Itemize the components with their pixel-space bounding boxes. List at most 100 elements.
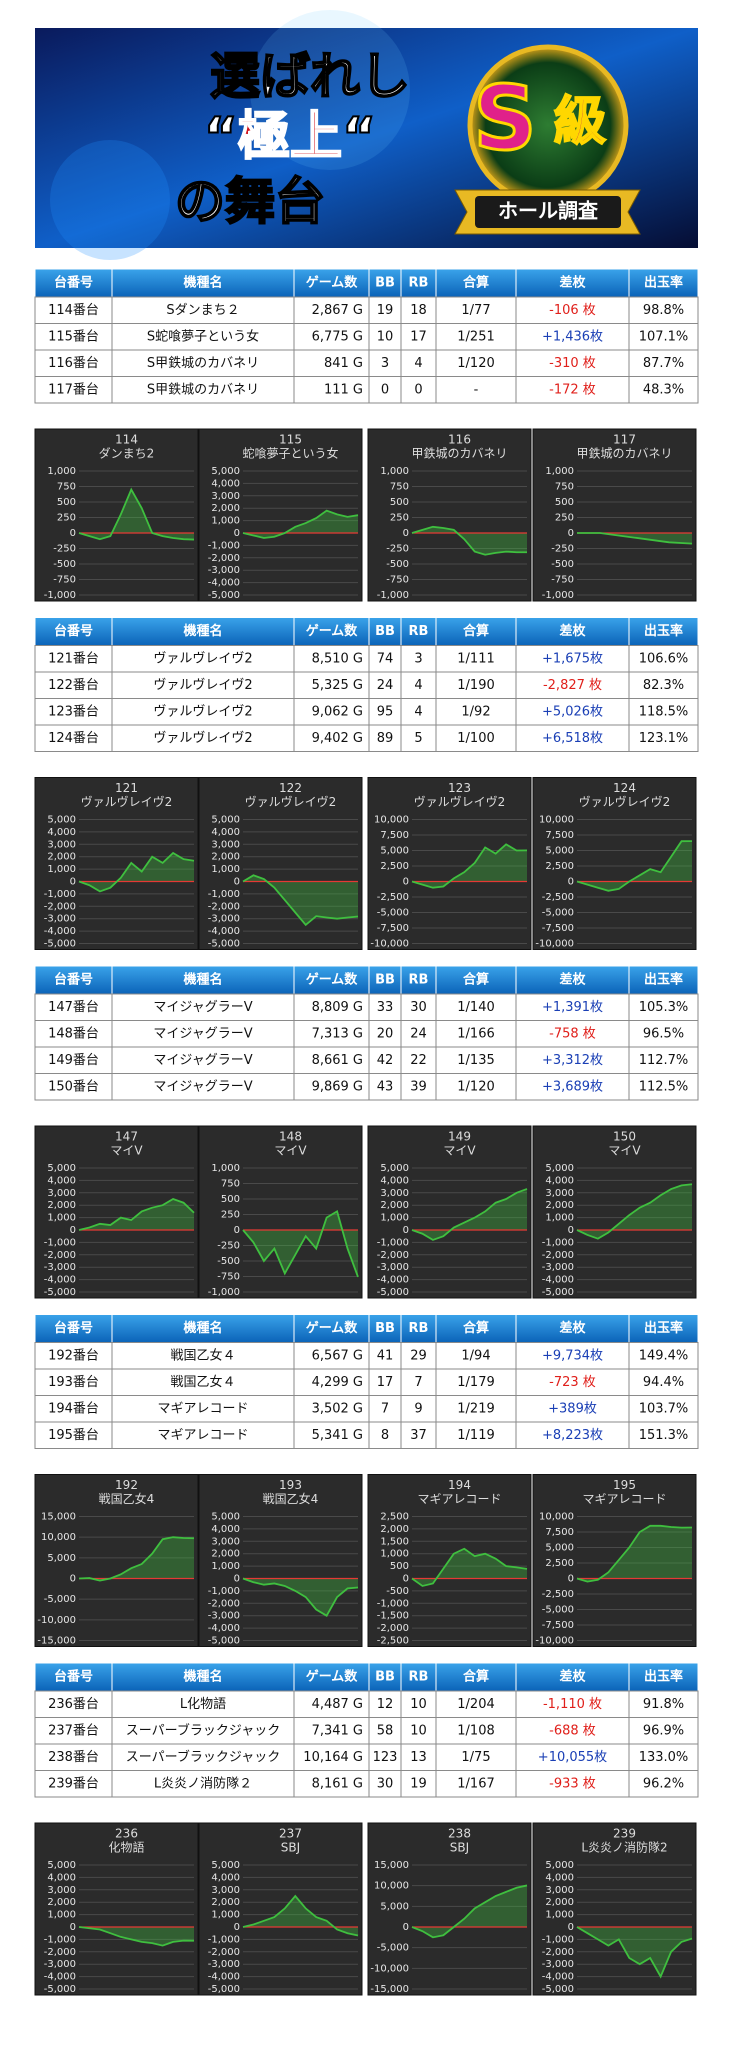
cell-text: ヴァルヴレイヴ2 [153,650,252,666]
cell-text: 117番台 [48,382,99,397]
table-cell [435,724,517,752]
y-tick-label: 4,000 [211,1872,240,1883]
cell-text: 1/204 [457,1697,494,1712]
header-cell [435,1662,517,1692]
table-cell [400,724,437,752]
y-tick-label: 1,000 [545,1910,574,1921]
y-tick-label: 0 [568,528,574,539]
y-tick-label: 0 [403,528,409,539]
header-cell [34,617,113,646]
cell-text: 17 [377,1375,394,1390]
chart-panel [198,1822,363,1996]
table-cell [368,724,402,752]
header-cell [293,1662,370,1692]
cell-text: -2,827 枚 [543,678,602,693]
cell-text: 20 [377,1026,394,1041]
y-tick-label: -1,000 [377,1237,409,1248]
cell-text: 13 [410,1750,427,1765]
y-tick-label: -2,000 [208,1598,240,1609]
y-tick-label: 2,000 [211,852,240,863]
y-tick-label: -4,000 [208,926,240,937]
y-tick-label: 15,000 [41,1512,76,1523]
table-cell [111,1421,295,1449]
cell-text: 37 [410,1428,427,1443]
y-tick-label: 1,000 [47,1910,76,1921]
chart-panel [532,1474,697,1647]
cell-text: 24 [377,678,394,693]
ribbon-inner [475,196,621,228]
chart-panel [34,1822,199,1996]
y-tick-label: -10,000 [370,1963,409,1974]
table-cell [515,1368,630,1396]
chart-panel [34,1474,199,1647]
cell-text: 10 [410,1723,427,1738]
cell-text: 0 [414,382,422,397]
line [242,1577,359,1617]
table-cell [628,296,699,324]
line [411,1188,528,1241]
y-tick-label: -1,000 [542,590,574,601]
y-tick-label: -500 [53,559,76,570]
chart-title: ヴァルヴレイヴ2 [414,794,506,809]
header-cell [293,617,370,646]
cell-text: 1/166 [457,1026,494,1041]
cell-text: 7 [381,1401,389,1416]
cell-text: 10 [410,1697,427,1712]
y-tick-label: 0 [234,1922,240,1933]
header-text: RB [409,1670,429,1685]
header-text: 合算 [463,623,489,639]
header-text: ゲーム数 [306,275,359,291]
y-tick-label: 0 [70,1574,76,1585]
cell-text: 1/75 [461,1750,490,1765]
cell-text: 121番台 [48,651,99,666]
chart-title: マギアレコード [582,1492,666,1506]
y-tick-label: 0 [70,877,76,888]
area [79,1537,194,1581]
chart-panel [532,428,697,602]
y-tick-label: 10,000 [539,815,574,826]
chart-panel [367,428,532,602]
table-cell [435,323,517,351]
cell-text: +3,689枚 [542,1079,603,1094]
cell-text: 19 [377,303,394,318]
y-tick-label: 5,000 [47,1860,76,1871]
y-tick-label: 2,000 [211,503,240,514]
table-cell [111,323,295,351]
cell-text: 48.3% [643,382,684,397]
y-tick-label: 250 [57,513,76,524]
y-tick-label: -500 [386,1586,409,1597]
header-text: 差枚 [559,623,586,639]
table-cell [111,724,295,752]
chart-panel [532,777,697,950]
cell-text: 1/119 [457,1428,494,1443]
y-tick-label: 10,000 [539,1512,574,1523]
y-tick-label: 3,000 [211,1885,240,1896]
table-cell [34,1395,113,1423]
table-cell [628,1395,699,1423]
chart-panel [532,1822,697,1996]
table-cell [368,1770,402,1798]
y-tick-label: -7,500 [542,1620,574,1631]
y-tick-label: -5,000 [377,908,409,919]
y-tick-label: -7,500 [542,923,574,934]
cell-text: 8,809 G [312,1000,363,1015]
header-text: 機種名 [183,1669,222,1685]
cell-text: 9 [414,1401,422,1416]
y-tick-label: -3,000 [542,1262,574,1273]
y-tick-label: 10,000 [374,815,409,826]
y-tick-label: 5,000 [47,1553,76,1564]
cell-text: 106.6% [639,651,689,666]
header-text: ゲーム数 [306,972,359,988]
cell-text: 1/190 [457,678,494,693]
cell-text: 8,661 G [312,1053,363,1068]
y-tick-label: -3,000 [208,565,240,576]
header-text: ゲーム数 [306,623,359,639]
y-tick-label: 750 [221,1179,240,1190]
y-tick-label: -2,000 [377,1250,409,1261]
y-tick-label: 4,000 [211,827,240,838]
